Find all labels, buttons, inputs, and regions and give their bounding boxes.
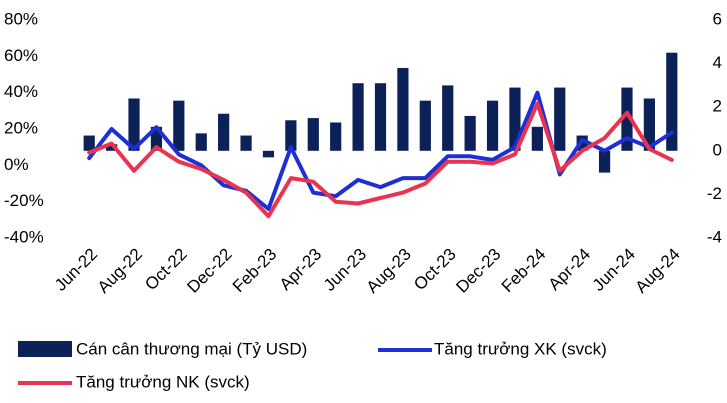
y-tick-label: 20% (4, 118, 38, 137)
bar (352, 83, 364, 151)
x-tick-label: Feb-23 (229, 245, 281, 297)
bar (374, 83, 387, 151)
bar (531, 126, 543, 151)
y2-tick-label: 4 (713, 53, 722, 72)
bar (486, 100, 499, 151)
x-tick-label: Dec-22 (183, 245, 235, 297)
bar (643, 98, 655, 151)
bar (598, 150, 611, 173)
x-tick-label: Jun-23 (320, 245, 370, 295)
x-tick-label: Aug-24 (632, 245, 684, 297)
bar (464, 115, 476, 151)
y2-tick-label: 6 (713, 9, 722, 28)
x-tick-label: Feb-24 (498, 245, 550, 297)
bar (262, 150, 275, 158)
y-tick-label: -40% (4, 227, 44, 246)
bar (330, 122, 342, 151)
x-tick-label: Oct-23 (410, 245, 460, 295)
bar (621, 87, 633, 151)
bar (442, 85, 454, 151)
y-tick-label: 60% (4, 46, 38, 65)
bar (419, 100, 431, 151)
legend-label: Cán cân thương mại (Tỷ USD) (76, 339, 307, 358)
y2-tick-label: -4 (707, 227, 722, 246)
x-tick-label: Aug-22 (94, 245, 146, 297)
y-tick-label: 40% (4, 82, 38, 101)
line (87, 101, 674, 219)
legend-label: Tăng trưởng XK (svck) (434, 339, 607, 358)
y-tick-label: 80% (4, 9, 38, 28)
x-tick-label: Oct-22 (141, 245, 191, 295)
bar (240, 135, 252, 151)
x-tick-label: Aug-23 (363, 245, 415, 297)
y2-tick-label: -2 (707, 184, 722, 203)
legend-swatch (18, 341, 72, 357)
x-tick-label: Jun-22 (51, 245, 101, 295)
x-tick-label: Apr-24 (545, 245, 595, 295)
y2-tick-label: 0 (713, 140, 722, 159)
line (87, 90, 674, 211)
bar (150, 126, 163, 151)
bar (307, 118, 319, 151)
legend-label: Tăng trưởng NK (svck) (76, 372, 250, 391)
x-tick-label: Apr-23 (276, 245, 326, 295)
bar (128, 98, 140, 151)
bar (218, 113, 230, 151)
bar (83, 135, 95, 151)
y-tick-label: 0% (4, 155, 29, 174)
bar (666, 52, 678, 151)
x-tick-label: Jun-24 (589, 245, 639, 295)
y2-tick-label: 2 (713, 97, 722, 116)
y-tick-label: -20% (4, 191, 44, 210)
bar (554, 87, 566, 151)
bar (173, 100, 185, 151)
bar (397, 67, 409, 151)
bar (106, 144, 118, 151)
x-tick-label: Dec-23 (452, 245, 504, 297)
bar (195, 133, 207, 151)
bar (285, 120, 297, 151)
bar (509, 87, 521, 151)
